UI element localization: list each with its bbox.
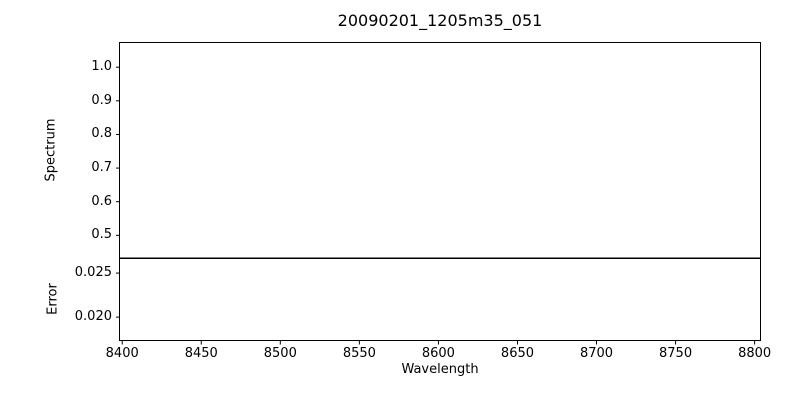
- x-tick-label: 8650: [500, 346, 535, 361]
- y-tick-label: 0.8: [91, 126, 112, 142]
- x-tick-label: 8750: [659, 346, 693, 361]
- y-tick-label: 0.7: [91, 160, 112, 176]
- x-axis-label: Wavelength: [401, 362, 479, 377]
- y-tick-label: 0.025: [74, 265, 112, 281]
- y-tick-label: 0.9: [91, 92, 112, 108]
- x-tick-label: 8500: [263, 346, 297, 361]
- error-panel-frame: [119, 258, 761, 341]
- x-tick-label: 8450: [184, 346, 218, 361]
- y-tick-label: 1.0: [91, 59, 112, 75]
- x-tick-label: 8600: [421, 346, 455, 361]
- y-tick-label: 0.6: [91, 193, 112, 209]
- x-tick-label: 8700: [579, 346, 614, 361]
- y-tick-label: 0.020: [74, 309, 112, 325]
- x-tick-label: 8400: [105, 346, 139, 361]
- chart-title: 20090201_1205m35_051: [337, 11, 543, 30]
- spectrum-panel-frame: [119, 42, 761, 259]
- x-tick-label: 8800: [738, 346, 772, 361]
- y-tick-label: 0.5: [91, 227, 112, 243]
- x-tick-label: 8550: [342, 346, 376, 361]
